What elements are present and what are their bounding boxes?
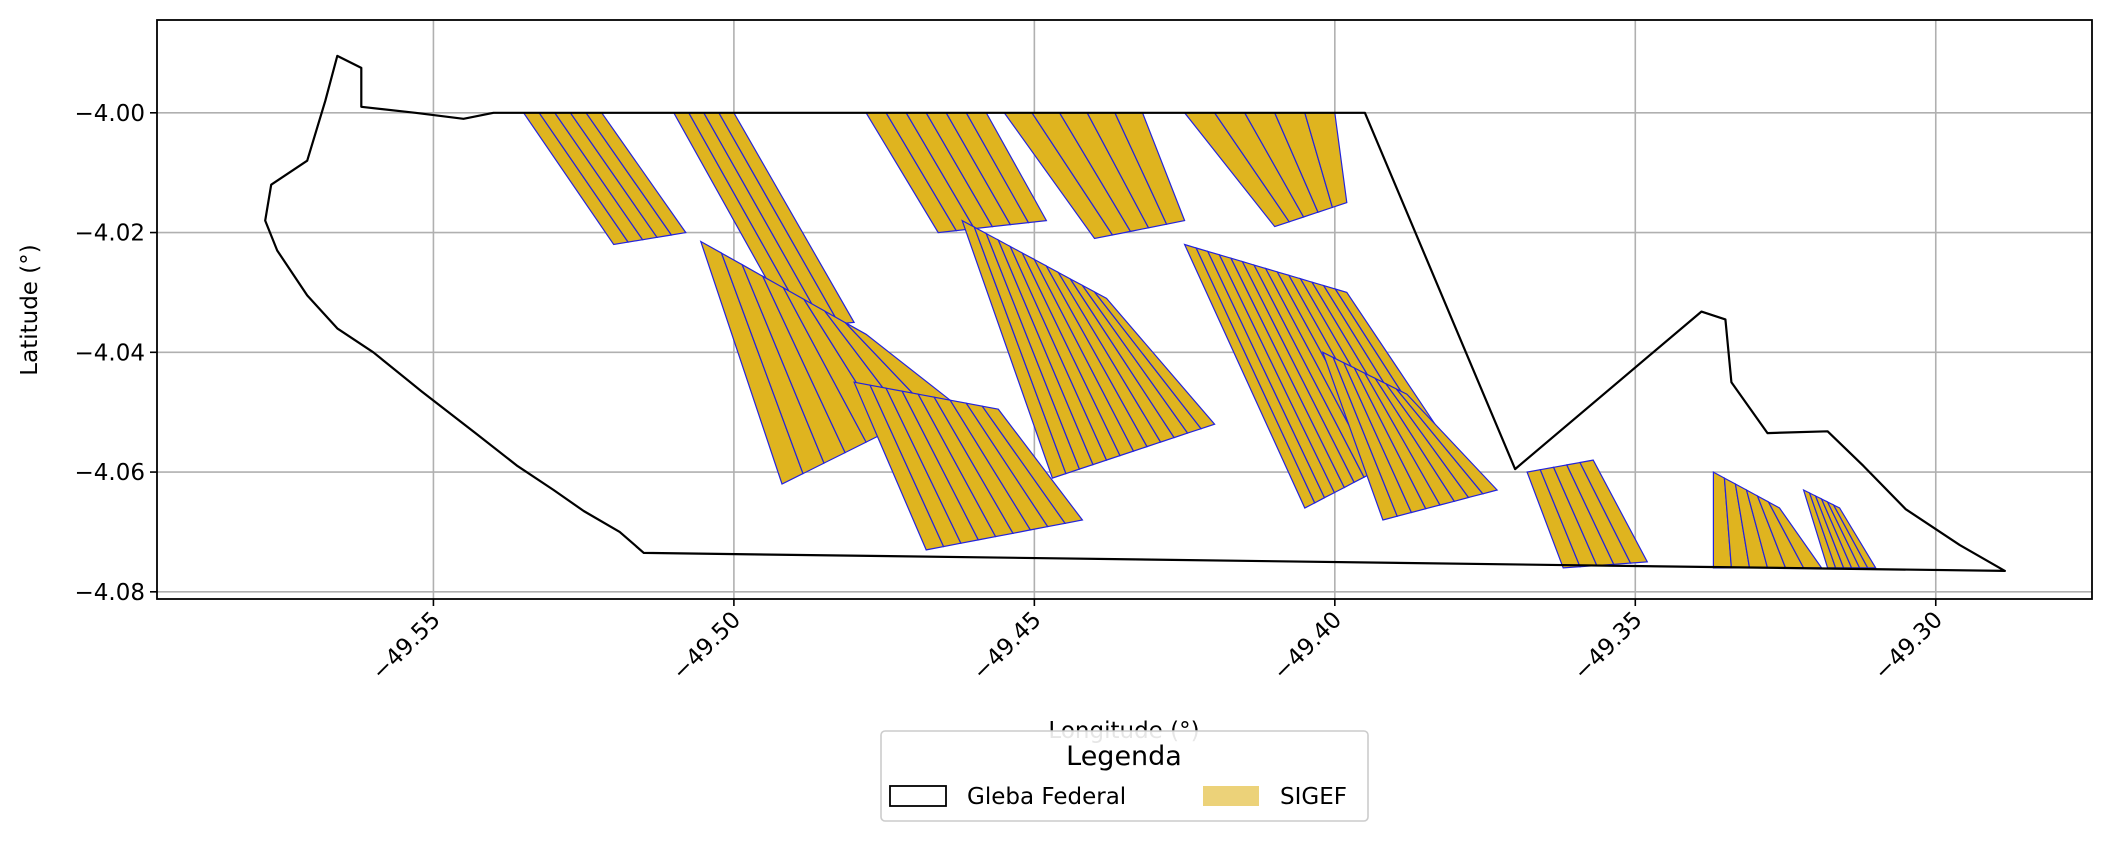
legend-swatch-sigef — [1203, 786, 1259, 806]
y-axis-title: Latitude (°) — [17, 244, 43, 375]
legend-label-gleba-federal: Gleba Federal — [967, 784, 1126, 810]
y-tick-label-3: −4.06 — [75, 460, 145, 486]
plot-frame — [156, 19, 2093, 600]
legend-label-sigef: SIGEF — [1280, 784, 1347, 810]
sigef-parcel-10-4 — [1579, 459, 1649, 564]
legend-swatch-gleba-federal — [889, 785, 947, 807]
y-tick-label-1: −4.02 — [75, 221, 145, 247]
y-tick-label-2: −4.04 — [75, 340, 145, 366]
sigef-parcel-6-8 — [980, 405, 1084, 524]
sigef-parcel-7-11 — [1094, 291, 1216, 430]
legend-title: Legenda — [1066, 741, 1182, 772]
legend: Legenda Gleba Federal SIGEF — [880, 730, 1369, 822]
sigef-parcel-12-5 — [1832, 503, 1877, 569]
y-tick-label-4: −4.08 — [75, 580, 145, 606]
sigef-parcel-9-7 — [1395, 388, 1499, 495]
y-axis: −4.00 −4.02 −4.04 −4.06 −4.08 — [75, 101, 157, 606]
gleba-federal-layer — [264, 54, 2007, 573]
y-tick-label-0: −4.00 — [75, 101, 145, 127]
sigef-layer — [522, 112, 1877, 569]
plot-area — [157, 20, 2092, 599]
gleba-federal-boundary — [264, 54, 2007, 573]
plot-background — [157, 20, 2092, 599]
